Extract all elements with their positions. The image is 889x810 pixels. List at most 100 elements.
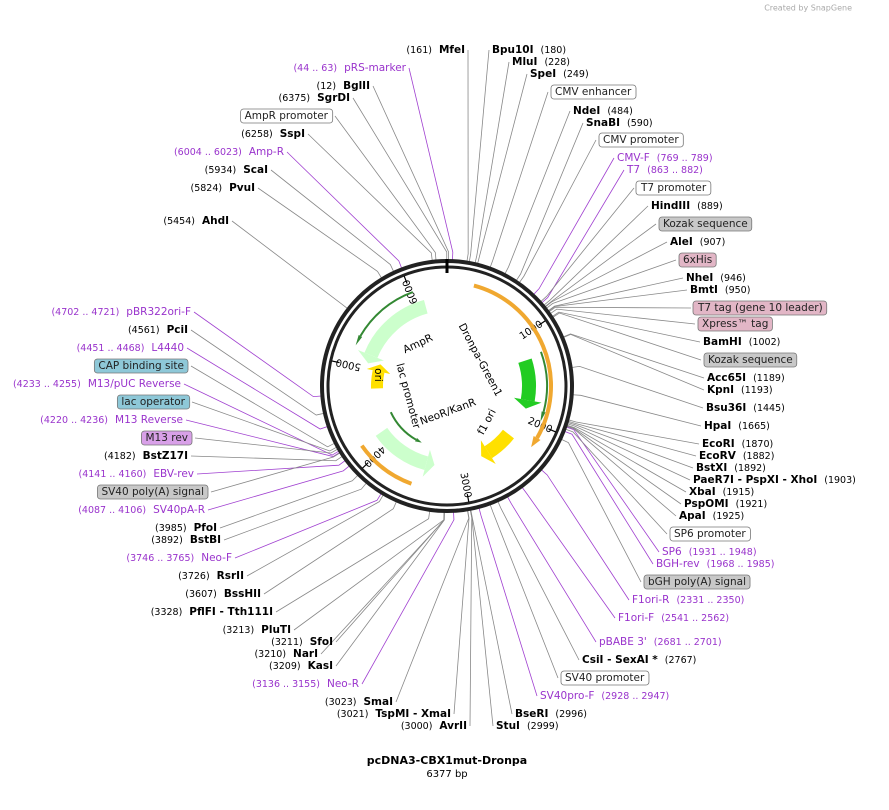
leader-line (567, 420, 697, 457)
feature-arc (371, 370, 385, 389)
box-bg (635, 180, 712, 196)
leader-line (518, 139, 597, 284)
label-part: (3726) (178, 571, 210, 582)
label-part: SmaI (364, 696, 394, 708)
label-part: SfoI (310, 636, 333, 648)
label-part: BseRI (515, 708, 548, 720)
label: (4182) BstZ17I (104, 450, 188, 462)
label-part: (2928 .. 2947) (601, 691, 669, 702)
label: ApaI (1925) (679, 510, 744, 522)
leader-line (194, 437, 339, 454)
label-part: L4440 (151, 342, 184, 354)
label: (6004 .. 6023) Amp-R (174, 146, 284, 158)
box-bg (598, 132, 684, 148)
leader-line (540, 187, 635, 302)
label-part: Neo-F (201, 552, 232, 564)
label: Acc65I (1189) (707, 372, 785, 384)
leader-line (544, 223, 657, 308)
label-part: XbaI (689, 486, 716, 498)
leader-line (231, 220, 348, 309)
label-part: (12) (317, 81, 337, 92)
box-label: 6xHis (683, 254, 712, 266)
label-part: EcoRI (702, 438, 735, 450)
label-part: AhdI (202, 215, 229, 227)
box-label: CMV promoter (603, 134, 679, 146)
label-part: Bpu10I (492, 44, 534, 56)
feature-arc (389, 411, 417, 441)
length: 6377 bp (426, 769, 467, 780)
feature-arrowhead (415, 437, 422, 443)
label-part: (1882) (743, 451, 775, 462)
leader-line (183, 383, 340, 456)
label-part: (5824) (190, 183, 222, 194)
label-part: (889) (697, 201, 723, 212)
label-part: (1915) (723, 487, 755, 498)
label: SV40pro-F (2928 .. 2947) (540, 690, 669, 702)
leader-line (257, 187, 383, 279)
label-part: (2331 .. 2350) (676, 595, 744, 606)
label-part: pBR322ori-F (126, 306, 191, 318)
label-part: (3746 .. 3765) (126, 553, 194, 564)
label-part: (1445) (753, 403, 785, 414)
label-part: (5934) (205, 165, 237, 176)
feature-arc (359, 291, 414, 337)
label-part: RsrII (217, 570, 244, 582)
box-bg (141, 430, 193, 446)
box-bg (692, 300, 828, 316)
label: (3213) PluTI (223, 624, 291, 636)
feature-box: bGH poly(A) signal (643, 574, 751, 590)
leader-line (469, 509, 473, 727)
label-part: EBV-rev (153, 468, 194, 480)
label-part: (2541 .. 2562) (661, 613, 729, 624)
label-part: (6375) (279, 93, 311, 104)
box-label: T7 tag (gene 10 leader) (697, 302, 823, 314)
label-part: EcoRV (699, 450, 737, 462)
feature-box: SV40 promoter (560, 670, 650, 686)
label: BamHI (1002) (703, 336, 780, 348)
feature-arc (469, 304, 518, 344)
label-part: (3000) (401, 721, 433, 732)
label: (3210) NarI (254, 648, 318, 660)
leader-line (466, 49, 469, 262)
box-bg (643, 574, 751, 590)
leader-line (191, 401, 337, 452)
label: HpaI (1665) (704, 420, 770, 432)
label-part: (1931 .. 1948) (689, 547, 757, 558)
label: (3023) SmaI (325, 696, 393, 708)
label: CsiI - SexAI * (2767) (582, 654, 696, 666)
label-part: Amp-R (249, 146, 284, 158)
label: (5824) PvuI (190, 182, 255, 194)
feature-box: lac operator (116, 394, 191, 410)
label-part: F1ori-F (618, 612, 654, 624)
box-bg (93, 358, 189, 374)
label-part: (180) (541, 45, 567, 56)
box-bg (240, 108, 334, 124)
leader-line (541, 169, 625, 304)
label-part: (44 .. 63) (293, 63, 337, 74)
box-label: CMV enhancer (555, 86, 632, 98)
feature-label: AmpR (401, 332, 435, 356)
leader-line (546, 259, 677, 309)
label-part: M13/pUC Reverse (88, 378, 181, 390)
label: SpeI (249) (530, 68, 589, 80)
label-part: BmtI (690, 284, 718, 296)
label-part: (1665) (738, 421, 770, 432)
leader-line (186, 347, 328, 430)
feature-arc (540, 351, 548, 413)
label-part: Neo-R (327, 678, 359, 690)
label-part: (484) (607, 106, 633, 117)
feature-arrowhead (502, 333, 523, 348)
label: Bpu10I (180) (492, 44, 566, 56)
label: HindIII (889) (651, 200, 723, 212)
label-part: (3213) (223, 625, 255, 636)
feature-arrowhead (357, 350, 384, 364)
label-part: pRS-marker (344, 62, 407, 74)
leader-line (566, 424, 687, 493)
leader-line (507, 496, 597, 643)
leader-line (478, 507, 538, 697)
leader-line (562, 333, 705, 379)
feature-arrowhead (513, 397, 542, 409)
label: StuI (2999) (496, 720, 559, 732)
feature-arc (473, 283, 553, 439)
